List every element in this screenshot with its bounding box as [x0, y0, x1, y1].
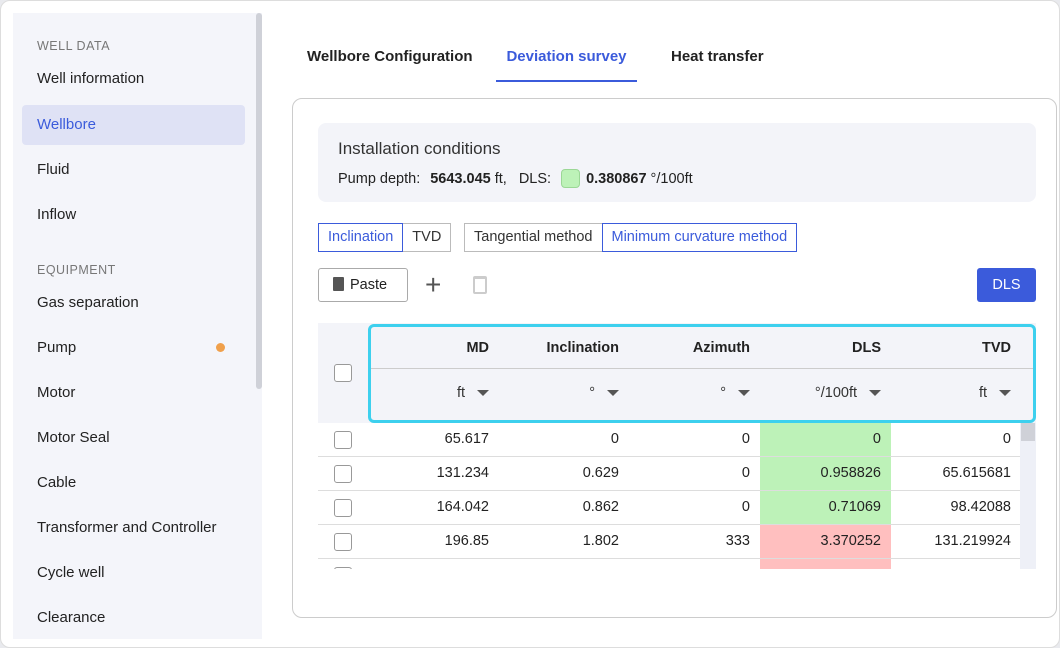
method-toggle: Tangential method Minimum curvature meth… — [464, 223, 798, 252]
cell-azimuth[interactable]: 333 — [725, 533, 750, 549]
unit-label: ft — [456, 385, 465, 401]
cell-tvd[interactable]: 0 — [1002, 431, 1011, 447]
dls-value: 0.380867 — [586, 170, 647, 187]
tab-deviation-survey[interactable]: Deviation survey — [496, 39, 637, 82]
paste-button[interactable]: Paste — [318, 268, 408, 302]
table-row[interactable]: 65.617 0 0 0 0 — [318, 423, 1020, 457]
dropdown-icon — [869, 390, 881, 397]
cell-inclination[interactable]: 0 — [610, 431, 619, 447]
paste-icon — [333, 277, 344, 291]
cell-md[interactable]: 196.85 — [444, 533, 489, 549]
toggle-inclination[interactable]: Inclination — [318, 223, 404, 252]
unit-select-dls[interactable]: °/100ft — [760, 385, 881, 401]
sidebar-item-clearance[interactable]: Clearance — [37, 609, 106, 626]
unit-select-tvd[interactable]: ft — [890, 385, 1011, 401]
table-header: MD Inclination Azimuth DLS TVD ft ° ° °/… — [318, 323, 1036, 423]
unit-select-inclination[interactable]: ° — [498, 385, 619, 401]
sidebar-scrollbar[interactable] — [256, 13, 262, 389]
cell-md[interactable]: 164.042 — [436, 499, 489, 515]
cell-tvd[interactable]: 131.219924 — [934, 533, 1011, 549]
cell-dls[interactable]: 0.958826 — [760, 457, 891, 490]
paste-label: Paste — [350, 277, 388, 293]
header-dls: DLS — [852, 340, 881, 356]
add-row-icon[interactable]: + — [425, 269, 442, 300]
toggle-tvd[interactable]: TVD — [403, 223, 452, 252]
sidebar-item-label: Pump — [37, 339, 77, 356]
header-tvd: TVD — [982, 340, 1011, 356]
sidebar-item-cable[interactable]: Cable — [37, 474, 77, 491]
cell-dls[interactable]: 0.71069 — [760, 491, 891, 524]
dropdown-icon — [607, 390, 619, 397]
sidebar: WELL DATA Well information Wellbore Flui… — [13, 13, 262, 639]
section-equipment: EQUIPMENT — [37, 263, 116, 277]
header-inclination: Inclination — [546, 340, 620, 356]
installation-conditions: Installation conditions Pump depth: 5643… — [318, 123, 1036, 202]
header-highlight — [368, 324, 1036, 423]
sidebar-item-motor-seal[interactable]: Motor Seal — [37, 429, 110, 446]
toggle-tangential[interactable]: Tangential method — [464, 223, 602, 252]
deviation-card — [292, 98, 1057, 618]
cell-dls[interactable]: 0 — [760, 423, 891, 456]
sidebar-item-wellbore[interactable]: Wellbore — [22, 105, 245, 145]
header-md: MD — [466, 340, 489, 356]
cell-dls — [760, 559, 891, 569]
dropdown-icon — [738, 390, 750, 397]
table-row-partial — [318, 559, 1020, 569]
unit-label: ° — [589, 385, 595, 401]
unit-label: ° — [720, 385, 726, 401]
header-azimuth: Azimuth — [692, 340, 750, 356]
row-checkbox[interactable] — [334, 533, 352, 551]
row-checkbox[interactable] — [334, 465, 352, 483]
pump-depth-value: 5643.045 — [430, 170, 491, 187]
pump-depth-unit: ft, — [494, 170, 507, 187]
dls-status-swatch — [561, 169, 581, 188]
cell-azimuth[interactable]: 0 — [741, 431, 750, 447]
cell-inclination[interactable]: 1.802 — [582, 533, 619, 549]
sidebar-item-cycle-well[interactable]: Cycle well — [37, 564, 105, 581]
sidebar-item-pump[interactable]: Pump — [22, 328, 245, 368]
cell-azimuth[interactable]: 0 — [741, 465, 750, 481]
cell-md[interactable]: 131.234 — [436, 465, 489, 481]
toggle-minimum-curvature[interactable]: Minimum curvature method — [601, 223, 798, 252]
table-row[interactable]: 164.042 0.862 0 0.71069 98.42088 — [318, 491, 1020, 525]
sidebar-item-well-information[interactable]: Well information — [37, 70, 145, 87]
cell-inclination[interactable]: 0.629 — [582, 465, 619, 481]
table-scrollbar[interactable] — [1020, 423, 1036, 569]
unit-select-azimuth[interactable]: ° — [629, 385, 750, 401]
sidebar-item-fluid[interactable]: Fluid — [37, 161, 70, 178]
dropdown-icon — [999, 390, 1011, 397]
unit-label: °/100ft — [814, 385, 857, 401]
dls-label: DLS: — [518, 170, 552, 187]
dropdown-icon — [477, 390, 489, 397]
cell-tvd[interactable]: 65.615681 — [942, 465, 1011, 481]
sidebar-item-motor[interactable]: Motor — [37, 384, 76, 401]
cell-inclination[interactable]: 0.862 — [582, 499, 619, 515]
tab-wellbore-configuration[interactable]: Wellbore Configuration — [307, 48, 473, 65]
row-checkbox[interactable] — [334, 499, 352, 517]
select-all-checkbox[interactable] — [334, 364, 352, 382]
tab-heat-transfer[interactable]: Heat transfer — [671, 48, 764, 65]
mode-toggle: Inclination TVD — [318, 223, 452, 252]
sidebar-item-gas-separation[interactable]: Gas separation — [37, 294, 139, 311]
delete-icon[interactable] — [473, 276, 487, 294]
cell-dls[interactable]: 3.370252 — [760, 525, 891, 558]
unit-select-md[interactable]: ft — [368, 385, 489, 401]
pump-depth-label: Pump depth: — [338, 170, 421, 187]
table-row[interactable]: 131.234 0.629 0 0.958826 65.615681 — [318, 457, 1020, 491]
table-row[interactable]: 196.85 1.802 333 3.370252 131.219924 — [318, 525, 1020, 559]
sidebar-item-transformer[interactable]: Transformer and Controller — [37, 519, 217, 536]
warning-dot-icon — [216, 343, 225, 352]
row-checkbox[interactable] — [334, 567, 352, 569]
dls-button[interactable]: DLS — [977, 268, 1036, 302]
section-well-data: WELL DATA — [37, 39, 111, 53]
installation-title: Installation conditions — [338, 139, 501, 158]
unit-label: ft — [978, 385, 987, 401]
dls-unit: °/100ft — [650, 170, 693, 187]
cell-md[interactable]: 65.617 — [444, 431, 489, 447]
cell-azimuth[interactable]: 0 — [741, 499, 750, 515]
sidebar-item-inflow[interactable]: Inflow — [37, 206, 77, 223]
row-checkbox[interactable] — [334, 431, 352, 449]
cell-tvd[interactable]: 98.42088 — [950, 499, 1011, 515]
